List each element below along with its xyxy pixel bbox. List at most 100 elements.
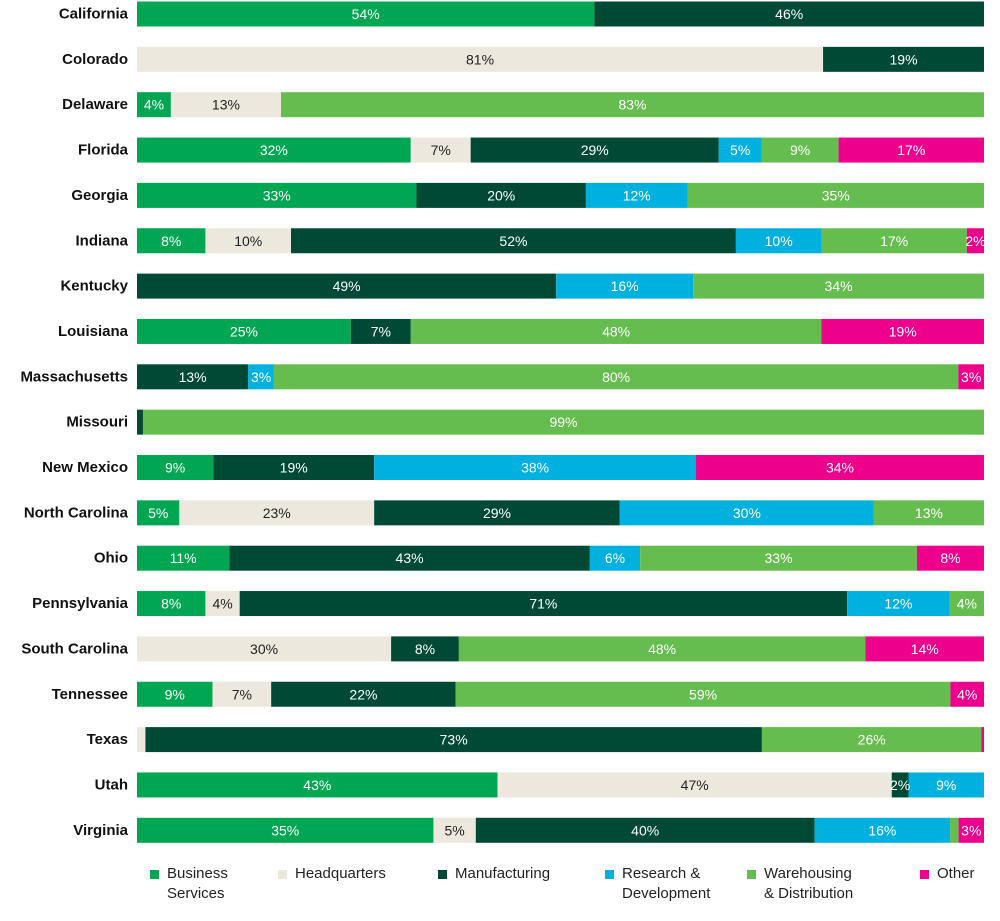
bar-ohio-warehousing-and-distribution (640, 545, 917, 571)
legend-item-business-services: Business Services (150, 864, 228, 904)
bar-label-utah-manufacturing: 2% (890, 777, 910, 793)
bar-label-pennsylvania-warehousing-and-distribution: 4% (957, 596, 977, 612)
bar-indiana-business-services (137, 228, 206, 254)
legend-swatch-manufacturing (438, 870, 447, 879)
legend-swatch-research-and-development (605, 870, 614, 879)
bar-label-delaware-business-services: 4% (144, 97, 164, 113)
bar-virginia-warehousing-and-distribution (950, 817, 959, 843)
bar-label-florida-research-and-development: 5% (730, 142, 750, 158)
bar-label-new-mexico-manufacturing: 19% (280, 460, 308, 476)
bar-florida-research-and-development (718, 137, 762, 163)
bar-florida-warehousing-and-distribution (761, 137, 839, 163)
bar-south-carolina-manufacturing (391, 636, 459, 662)
bar-louisiana-other (821, 318, 984, 344)
bar-label-georgia-business-services: 33% (263, 187, 291, 203)
bar-south-carolina-warehousing-and-distribution (458, 636, 866, 662)
bar-label-california-manufacturing: 46% (775, 6, 803, 22)
bar-label-virginia-business-services: 35% (271, 822, 299, 838)
bar-indiana-other (966, 228, 984, 254)
bar-label-georgia-warehousing-and-distribution: 35% (822, 187, 850, 203)
legend-label-business-services: Business Services (167, 864, 228, 904)
bar-new-mexico-research-and-development (374, 455, 697, 480)
bar-label-delaware-warehousing-and-distribution: 83% (618, 97, 646, 113)
bar-label-california-business-services: 54% (352, 6, 380, 22)
bar-label-south-carolina-other: 14% (911, 641, 939, 657)
bar-virginia-business-services (137, 817, 434, 843)
bar-label-north-carolina-research-and-development: 30% (733, 505, 761, 521)
legend-label-line: Development (622, 885, 711, 902)
bar-massachusetts-research-and-development (248, 364, 274, 390)
legend-label-line: Services (167, 885, 225, 902)
bar-pennsylvania-headquarters (205, 591, 240, 617)
bar-indiana-headquarters (205, 228, 291, 254)
bar-label-south-carolina-warehousing-and-distribution: 48% (648, 641, 676, 657)
bar-label-colorado-headquarters: 81% (466, 51, 494, 67)
category-label-delaware: Delaware (62, 96, 128, 113)
bar-pennsylvania-business-services (137, 591, 206, 617)
bar-label-georgia-manufacturing: 20% (487, 187, 515, 203)
bar-label-ohio-manufacturing: 43% (396, 550, 424, 566)
bar-georgia-business-services (137, 182, 417, 208)
bar-colorado-headquarters (137, 46, 824, 72)
bar-label-utah-business-services: 43% (303, 777, 331, 793)
bar-louisiana-manufacturing (350, 318, 411, 344)
legend-label-line: Warehousing (764, 865, 852, 882)
stacked-bar-chart: California Colorado Delaware Florida Georgia… (20, 1, 986, 843)
bar-pennsylvania-research-and-development (847, 591, 950, 617)
bar-label-massachusetts-other: 3% (961, 369, 981, 385)
bar-label-florida-headquarters: 7% (431, 142, 451, 158)
bar-label-south-carolina-headquarters: 30% (250, 641, 278, 657)
category-label-south-carolina: South Carolina (21, 640, 128, 657)
bar-virginia-other (958, 817, 984, 843)
category-label-new-mexico: New Mexico (42, 459, 128, 476)
bar-massachusetts-warehousing-and-distribution (273, 364, 959, 390)
category-labels: California Colorado Delaware Florida Georgia… (20, 6, 128, 839)
bar-tennessee-manufacturing (271, 681, 456, 707)
bar-label-kentucky-manufacturing: 49% (333, 278, 361, 294)
bar-texas-warehousing-and-distribution (761, 727, 982, 753)
bar-louisiana-warehousing-and-distribution (410, 318, 822, 344)
bar-label-louisiana-other: 19% (889, 323, 917, 339)
bar-label-virginia-research-and-development: 16% (868, 822, 896, 838)
category-label-florida: Florida (78, 142, 129, 159)
bar-label-indiana-business-services: 8% (161, 233, 181, 249)
bar-label-ohio-research-and-development: 6% (605, 550, 625, 566)
legend-label-line: Research & (622, 865, 701, 882)
category-label-kentucky: Kentucky (60, 278, 128, 295)
legend-label-research-and-development: Research & Development (622, 864, 710, 904)
bar-ohio-business-services (137, 545, 230, 571)
bar-label-indiana-warehousing-and-distribution: 17% (880, 233, 908, 249)
bar-label-georgia-research-and-development: 12% (623, 187, 651, 203)
bar-label-pennsylvania-business-services: 8% (161, 596, 181, 612)
bar-utah-manufacturing (891, 772, 909, 798)
bar-new-mexico-business-services (137, 455, 214, 480)
bar-label-tennessee-business-services: 9% (165, 686, 185, 702)
bar-south-carolina-headquarters (137, 636, 392, 662)
bar-label-tennessee-warehousing-and-distribution: 59% (689, 686, 717, 702)
category-label-utah: Utah (95, 776, 128, 793)
bar-label-utah-research-and-development: 9% (936, 777, 956, 793)
bar-label-tennessee-headquarters: 7% (232, 686, 252, 702)
bar-label-tennessee-manufacturing: 22% (349, 686, 377, 702)
bar-delaware-business-services (137, 92, 171, 118)
bar-label-virginia-manufacturing: 40% (631, 822, 659, 838)
bar-label-north-carolina-manufacturing: 29% (483, 505, 511, 521)
category-label-missouri: Missouri (66, 414, 128, 431)
bar-california-business-services (137, 1, 595, 27)
bar-north-carolina-headquarters (179, 500, 375, 526)
bar-label-new-mexico-business-services: 9% (165, 460, 185, 476)
bar-label-indiana-manufacturing: 52% (499, 233, 527, 249)
bar-tennessee-other (950, 681, 984, 707)
bar-label-indiana-research-and-development: 10% (765, 233, 793, 249)
bar-label-florida-business-services: 32% (260, 142, 288, 158)
bar-label-missouri-warehousing-and-distribution: 99% (549, 414, 577, 430)
bar-label-indiana-headquarters: 10% (234, 233, 262, 249)
bar-value-labels: 54% 46% 81% 19% 4% 13% 83% 32% 7% 29% 5% 9% 17% 33% 20… (144, 6, 986, 838)
legend-label-line: & Distribution (764, 885, 854, 902)
bar-delaware-warehousing-and-distribution (280, 92, 984, 118)
bar-indiana-manufacturing (291, 228, 736, 254)
bar-label-virginia-headquarters: 5% (445, 822, 465, 838)
bar-south-carolina-other (865, 636, 984, 662)
bar-label-pennsylvania-research-and-development: 12% (884, 596, 912, 612)
bar-label-north-carolina-business-services: 5% (148, 505, 168, 521)
